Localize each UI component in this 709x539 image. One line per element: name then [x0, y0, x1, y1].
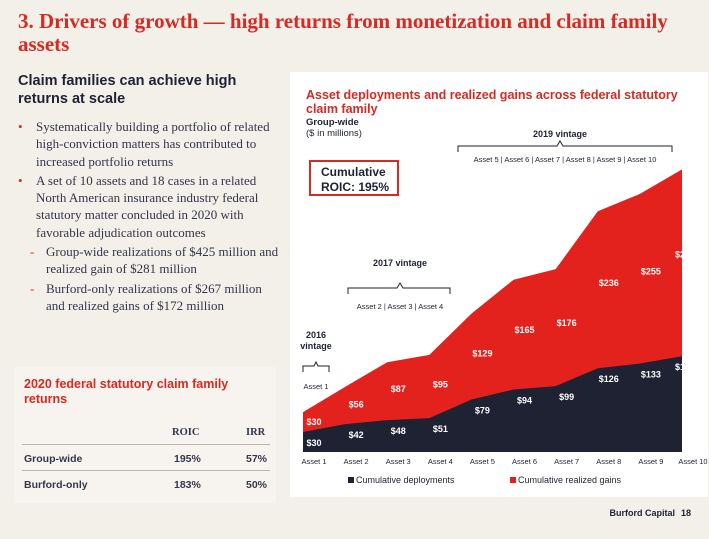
footer: Burford Capital 18: [603, 508, 691, 518]
legend-swatch-gains: [510, 477, 516, 483]
section-subtitle: Claim families can achieve high returns …: [18, 73, 237, 107]
sub-bullet-item: - Group-wide realizations of $425 million…: [30, 244, 279, 277]
vintage-label-2016-line1: 2016: [306, 330, 326, 340]
data-label-gains: $87: [391, 384, 406, 394]
table-divider: [22, 470, 270, 471]
table-divider: [22, 444, 270, 445]
vintage-label-2017: 2017 vintage: [373, 258, 427, 268]
page-number: 18: [680, 508, 691, 518]
chart-subtitle: Group-wide ($ in millions): [306, 117, 362, 139]
page-title: 3. Drivers of growth — high returns from…: [18, 9, 668, 56]
data-label-deployments: $94: [517, 395, 532, 405]
data-label-deployments: $48: [391, 426, 406, 436]
x-tick-label: Asset 4: [428, 457, 453, 466]
data-label-gains: $30: [306, 417, 321, 427]
column-header-irr: IRR: [246, 427, 266, 438]
vintage-bracket-2017: [347, 282, 451, 294]
group-wide-roic: 195%: [174, 453, 201, 465]
x-tick-label: Asset 8: [596, 457, 621, 466]
vintage-label-2016-line2: vintage: [300, 341, 332, 351]
x-tick-label: Asset 10: [678, 457, 707, 466]
chart-title: Asset deployments and realized gains acr…: [306, 88, 678, 116]
data-label-gains: $176: [557, 318, 577, 328]
vintage-bracket-2016: [302, 360, 330, 372]
vintage-assets-2019: Asset 5 | Asset 6 | Asset 7 | Asset 8 | …: [474, 155, 657, 164]
area-deployments: [303, 356, 682, 452]
legend-swatch-deployments: [348, 477, 354, 483]
data-label-gains: $95: [433, 379, 448, 389]
data-label-gains: $56: [349, 400, 364, 410]
burford-only-irr: 50%: [246, 479, 268, 491]
bullet-list: • Systematically building a portfolio of …: [18, 118, 280, 316]
footer-brand: Burford Capital: [609, 508, 675, 518]
row-label-burford-only: Burford-only: [24, 479, 88, 491]
data-label-deployments: $99: [559, 392, 574, 402]
x-tick-label: Asset 5: [470, 457, 495, 466]
x-tick-label: Asset 2: [344, 457, 369, 466]
returns-table: 2020 federal statutory claim family retu…: [14, 367, 276, 503]
data-label-gains: $255: [641, 266, 661, 276]
data-label-gains: $281: [675, 249, 695, 259]
roic-callout: Cumulative ROIC: 195%: [309, 160, 399, 196]
legend-label-gains: Cumulative realized gains: [518, 475, 622, 485]
row-label-group-wide: Group-wide: [24, 453, 83, 465]
bullet-item: • Systematically building a portfolio of …: [18, 119, 270, 169]
x-tick-label: Asset 7: [554, 457, 579, 466]
data-label-deployments: $30: [306, 438, 321, 448]
group-wide-irr: 57%: [246, 453, 268, 465]
data-label-deployments: $144: [675, 362, 695, 372]
vintage-label-2019: 2019 vintage: [533, 129, 587, 139]
data-label-deployments: $42: [349, 430, 364, 440]
burford-only-roic: 183%: [174, 479, 201, 491]
data-label-deployments: $51: [433, 424, 448, 434]
vintage-assets-2017: Asset 2 | Asset 3 | Asset 4: [357, 302, 443, 311]
data-label-gains: $165: [515, 325, 535, 335]
vintage-bracket-2019: [457, 140, 673, 152]
returns-table-title: 2020 federal statutory claim family retu…: [24, 377, 229, 406]
column-header-roic: ROIC: [172, 427, 200, 438]
data-label-deployments: $133: [641, 370, 661, 380]
x-tick-label: Asset 3: [386, 457, 411, 466]
data-label-deployments: $126: [599, 374, 619, 384]
data-label-deployments: $79: [475, 405, 490, 415]
area-chart: $30 $30 $42 $56 $48 $87 $51 $95 $79 $129 $94 $165 $9…: [300, 129, 707, 485]
bullet-item: • A set of 10 assets and 18 cases in a re…: [18, 172, 259, 240]
data-label-gains: $236: [599, 278, 619, 288]
x-tick-label: Asset 9: [638, 457, 663, 466]
data-label-gains: $129: [472, 348, 492, 358]
legend-label-deployments: Cumulative deployments: [356, 475, 455, 485]
x-tick-label: Asset 6: [512, 457, 537, 466]
vintage-assets-2016: Asset 1: [303, 382, 328, 391]
sub-bullet-item: - Burford-only realizations of $267 milli…: [30, 280, 262, 313]
x-tick-label: Asset 1: [301, 457, 326, 466]
